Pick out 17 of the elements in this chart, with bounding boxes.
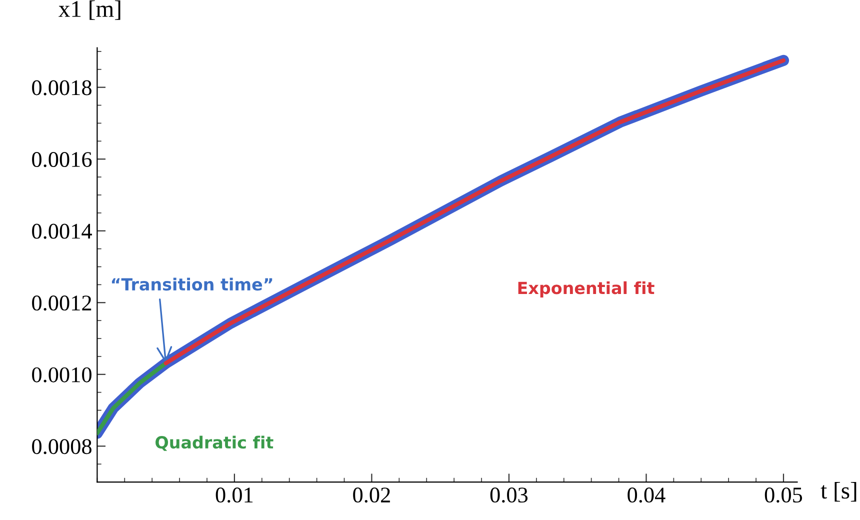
- x-tick-label: 0.05: [764, 488, 802, 503]
- line-series: [97, 361, 168, 436]
- x-tick-label: 0.02: [353, 488, 390, 503]
- annotation: “Transition time”: [112, 278, 272, 291]
- text: Quadratic fit: [156, 436, 274, 451]
- x-axis-title: t [s]: [820, 482, 856, 502]
- y-tick-label: 0.0008: [32, 439, 92, 454]
- text: Exponential fit: [518, 281, 654, 298]
- x-tick-label: 0.04: [628, 488, 666, 503]
- y-tick-label: 0.0018: [32, 80, 92, 96]
- x-tick-label: 0.03: [490, 488, 528, 503]
- y-tick-label: 0.0016: [32, 152, 92, 168]
- x-tick-label: 0.01: [216, 488, 253, 503]
- y-tick-label: 0.0014: [32, 224, 92, 239]
- y-axis-title: x1 [m]: [58, 0, 120, 20]
- y-tick-label: 0.0012: [32, 296, 92, 311]
- y-tick-label: 0.0010: [32, 367, 92, 382]
